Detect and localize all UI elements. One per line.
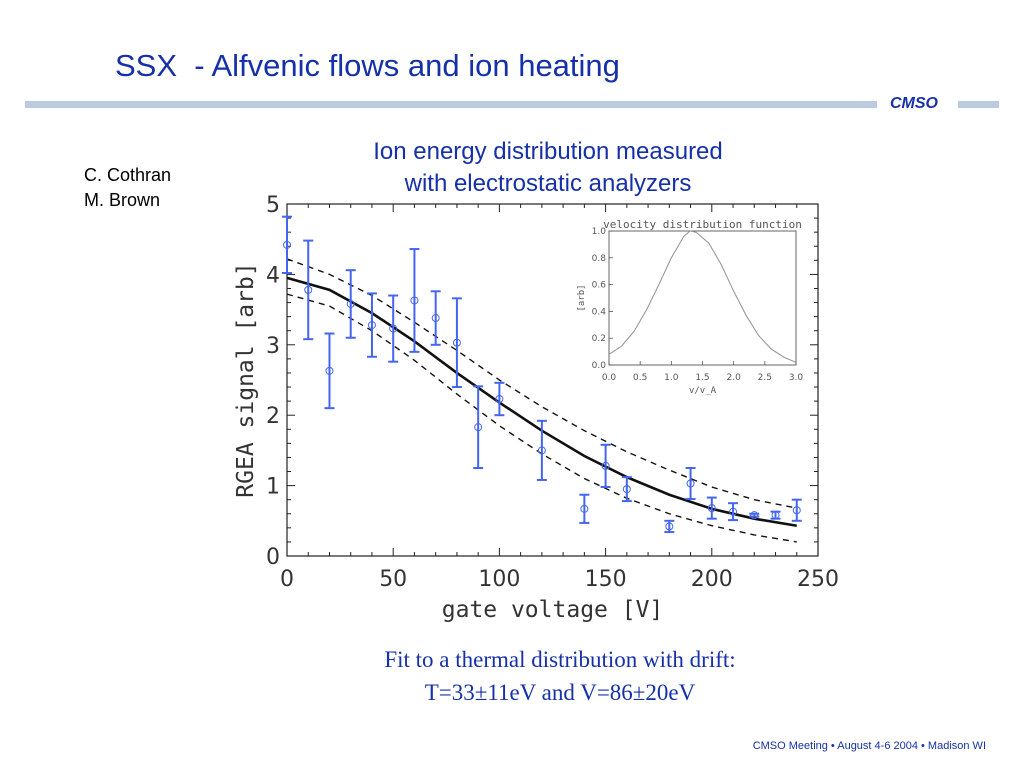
chart-heading: Ion energy distribution measured with el… [318, 136, 778, 200]
data-point [495, 395, 504, 404]
y-tick-label: 4 [266, 263, 280, 288]
inset-background [567, 213, 809, 405]
inset-x-tick-label: 2.0 [727, 373, 742, 383]
inset-x-tick-label: 0.5 [633, 373, 647, 383]
inset-x-tick-label: 2.5 [758, 373, 772, 383]
data-point [622, 485, 631, 494]
chart-heading-line2: with electrostatic analyzers [404, 170, 692, 197]
data-point [601, 461, 610, 470]
data-point [580, 504, 589, 513]
data-point [474, 423, 483, 432]
y-tick-label: 5 [266, 193, 280, 218]
x-tick-label: 250 [797, 567, 839, 592]
x-tick-label: 150 [585, 567, 627, 592]
brand-logo-text: CMSO [890, 95, 938, 112]
data-point [792, 506, 801, 515]
header-rule-right [958, 101, 999, 108]
data-point [367, 321, 376, 330]
x-axis-label: gate voltage [V] [442, 597, 664, 623]
inset-x-tick-label: 0.0 [602, 373, 617, 383]
data-point [537, 446, 546, 455]
authors: C. Cothran M. Brown [84, 163, 171, 213]
y-tick-label: 3 [266, 334, 280, 359]
data-point [431, 314, 440, 323]
x-tick-label: 50 [379, 567, 407, 592]
y-axis-label: RGEA signal [arb] [233, 262, 259, 497]
fit-caption-line1: Fit to a thermal distribution with drift… [384, 647, 736, 672]
data-point [686, 479, 695, 488]
y-tick-label: 0 [266, 545, 280, 570]
inset-y-tick-label: 0.0 [592, 361, 607, 371]
data-point [410, 296, 419, 305]
fit-caption-line2: T=33±11eV and V=86±20eV [424, 680, 696, 705]
data-point [771, 511, 780, 520]
inset-y-tick-label: 0.2 [592, 334, 606, 344]
x-tick-label: 100 [478, 567, 520, 592]
inset-x-tick-label: 3.0 [789, 373, 804, 383]
fit-caption: Fit to a thermal distribution with drift… [300, 643, 820, 709]
inset-y-tick-label: 0.6 [592, 281, 607, 291]
data-point [665, 522, 674, 531]
chart-heading-line1: Ion energy distribution measured [373, 138, 723, 165]
data-point [750, 511, 759, 520]
header-rule-left [25, 101, 877, 108]
inset-y-tick-label: 1.0 [592, 227, 607, 237]
inset-x-tick-label: 1.5 [695, 373, 709, 383]
inset-y-axis-label: [arb] [577, 284, 587, 311]
slide-title: SSX - Alfvenic flows and ion heating [115, 48, 620, 83]
footer: CMSO Meeting • August 4-6 2004 • Madison… [752, 740, 986, 752]
data-point [346, 299, 355, 308]
plot-frame [286, 203, 819, 557]
author-name: C. Cothran [84, 165, 172, 185]
inset-x-axis-label: v/v_A [689, 386, 717, 396]
data-point [283, 240, 291, 249]
inset-title: velocity distribution function [603, 218, 802, 231]
y-tick-label: 1 [266, 475, 280, 500]
data-point [389, 324, 398, 333]
data-point [325, 366, 334, 375]
x-tick-label: 0 [280, 567, 294, 592]
y-tick-label: 2 [266, 404, 280, 429]
data-point [729, 507, 738, 516]
inset-y-tick-label: 0.8 [592, 254, 607, 264]
inset-x-tick-label: 1.0 [664, 373, 679, 383]
inset-distribution-curve [608, 230, 797, 363]
data-point [304, 285, 313, 294]
data-point [452, 338, 461, 347]
inset-y-tick-label: 0.4 [592, 307, 607, 317]
x-tick-label: 200 [691, 567, 733, 592]
author-name: M. Brown [84, 190, 161, 210]
data-point [707, 504, 716, 513]
